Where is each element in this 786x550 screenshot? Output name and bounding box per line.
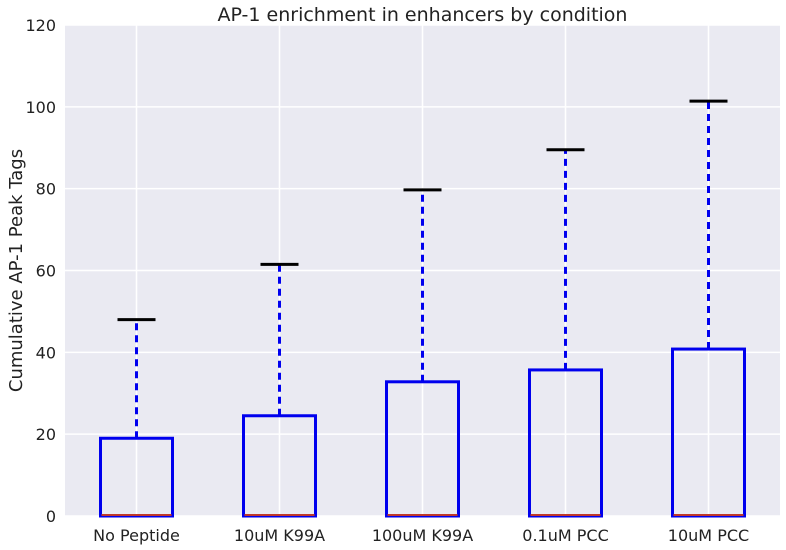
y-tick-label: 120 [25,16,56,35]
y-axis-label: Cumulative AP-1 Peak Tags [6,149,27,392]
x-tick-label: 0.1uM PCC [522,526,608,545]
y-tick-label: 40 [36,343,56,362]
x-tick-label: 10uM K99A [234,526,325,545]
y-tick-label: 60 [36,262,56,281]
box-group [528,148,603,518]
box-series [99,99,746,518]
y-tick-label: 100 [25,98,56,117]
box-group [242,262,317,518]
chart-title: AP-1 enrichment in enhancers by conditio… [218,4,628,26]
x-tick-label: 100uM K99A [372,526,473,545]
tick-labels: 0 20 40 60 80 100 120 No Peptide 10uM K99A 100uM … [25,16,749,545]
box-group [671,99,746,518]
y-tick-label: 20 [36,425,56,444]
y-tick-label: 0 [46,507,56,526]
box-group [99,318,174,518]
box-group [385,188,460,518]
x-tick-label: No Peptide [93,526,180,545]
x-tick-label: 10uM PCC [668,526,749,545]
y-tick-label: 80 [36,180,56,199]
